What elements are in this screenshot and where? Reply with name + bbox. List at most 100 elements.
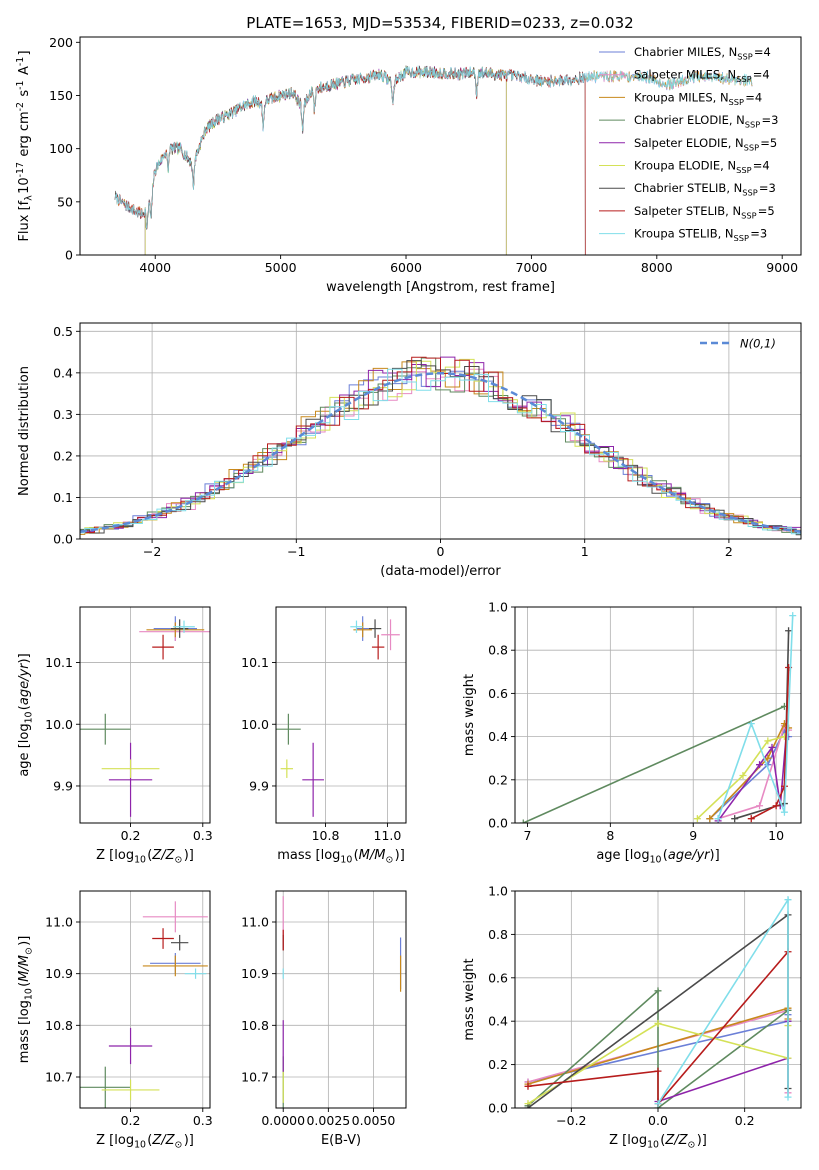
y-tick-label: 10.8 [45,1018,73,1033]
mass-weight-marker [784,1093,792,1101]
y-tick-label: 0.1 [53,490,73,505]
x-tick-label: 0.2 [735,1113,755,1128]
axes-frame [79,890,211,1109]
mass-weight-marker [739,771,747,779]
data-point [371,634,385,660]
y-tick-label: 10.9 [241,966,269,981]
y-tick-label: 150 [49,88,73,103]
data-point [101,759,160,778]
mass-weight-marker [747,720,755,728]
data-point [142,955,208,977]
plot-area [80,901,208,1108]
plot-area [282,896,402,1108]
panel-age-vs-Z: 0.2 0.3 9.9 10.0 10.1 Z [log10 (Z/Z⊙ )] age [l… [17,606,213,866]
data-point [152,634,174,660]
y-tick-label: 50 [57,194,73,209]
legend-entry: Salpeter MILES, NSSP =4 [634,68,770,85]
data-point [146,622,205,638]
mass-weight-marker [524,1104,532,1108]
mass-weight-marker [784,896,792,904]
x-tick-label: −2 [143,544,161,559]
y-tick-label: 0 [65,248,73,263]
y-tick-label: 0.4 [488,729,508,744]
mass-weight-marker [714,815,722,823]
legend-entry: N(0,1) [740,337,776,351]
x-tick-label: 4000 [139,260,171,275]
data-point [108,1027,153,1065]
residual-histogram [80,368,801,535]
panel-mass-weight-vs-age: 7 8 9 10 0.0 0.2 0.4 0.6 0.8 1.0 age [log10 (age/y… [462,600,802,866]
mass-weight-marker [764,737,772,745]
data-point [280,759,294,778]
spectrum-series-line [144,66,507,255]
spectrum-series-line [144,66,507,255]
mass-weight-line [527,951,789,1106]
y-tick-label: 0.8 [488,927,508,942]
mass-weight-marker [780,808,788,816]
axes-frame [79,606,211,824]
y-tick-label: 0.6 [488,686,508,701]
mass-weight-marker [654,1019,662,1027]
x-tick-label: 0.0025 [306,1113,350,1128]
spectrum-legend: Chabrier MILES, NSSP =4 Salpeter MILES, N… [599,45,778,243]
x-tick-label: −0.2 [556,1113,586,1128]
y-tick-label: 0.0 [488,816,508,831]
x-axis-label: wavelength [Angstrom, rest frame] [326,280,555,295]
mass-weight-marker [789,612,797,620]
legend-entry: Kroupa ELODIE, NSSP =4 [634,159,770,176]
y-tick-label: 11.0 [45,915,73,930]
x-tick-label: 0.0000 [261,1113,305,1128]
legend-entry: Salpeter STELIB, NSSP =5 [634,204,775,221]
axes-frame [275,890,407,1109]
mass-weight-marker [731,815,739,823]
y-tick-label: 0.2 [488,1057,508,1072]
mass-weight-marker [747,815,755,823]
mass-weight-marker [756,761,764,769]
axes-frame [79,36,802,256]
x-tick-label: 0.2 [121,1113,141,1128]
y-axis-label: mass [log10 (M/M⊙ )] [17,936,35,1064]
data-point [101,1079,160,1101]
y-tick-label: 10.7 [45,1070,73,1085]
y-tick-label: 9.9 [53,778,73,793]
y-tick-label: 0.5 [53,324,73,339]
data-point [381,619,400,651]
x-tick-label: 0 [437,544,445,559]
y-tick-label: 0.3 [53,407,73,422]
plot-area [519,612,797,823]
mass-weight-line [657,1021,789,1103]
data-point [152,928,174,949]
y-tick-label: 10.1 [45,655,73,670]
x-tick-label: 8000 [641,260,673,275]
x-tick-label: 0.3 [193,1113,213,1128]
y-tick-label: 11.0 [241,915,269,930]
residual-histogram [80,358,801,531]
mass-weight-line [522,705,785,823]
mass-weight-line [657,896,789,1105]
data-point [171,619,189,638]
y-tick-label: 200 [49,35,73,50]
y-tick-label: 0.0 [53,532,73,547]
x-tick-label: 0.0050 [352,1113,396,1128]
mass-weight-marker [785,627,793,635]
mass-weight-marker [780,782,788,790]
mass-weight-marker [772,802,780,810]
mass-weight-marker [654,987,662,995]
data-point [80,1066,131,1108]
x-axis-label: Z [log10 (Z/Z⊙ )] [609,1133,707,1151]
x-tick-label: 0.2 [121,828,141,843]
x-axis-label: age [log10 (age/yr)] [596,848,719,866]
y-axis-label: age [log10 (age/yr)] [17,653,35,776]
spectrum-series-line [114,65,753,230]
y-tick-label: 0.2 [488,772,508,787]
y-tick-label: 1.0 [488,600,508,615]
data-point [350,620,363,633]
data-point [184,968,207,979]
normal-reference-curve [80,372,801,533]
x-tick-label: 6000 [390,260,422,275]
data-point [302,742,324,817]
y-tick-label: 0.0 [488,1101,508,1116]
panel-mass-vs-ebv: 0.0000 0.0025 0.0050 10.7 10.8 10.9 11.0 E(B-V) [241,890,407,1148]
mass-weight-marker [706,815,714,823]
